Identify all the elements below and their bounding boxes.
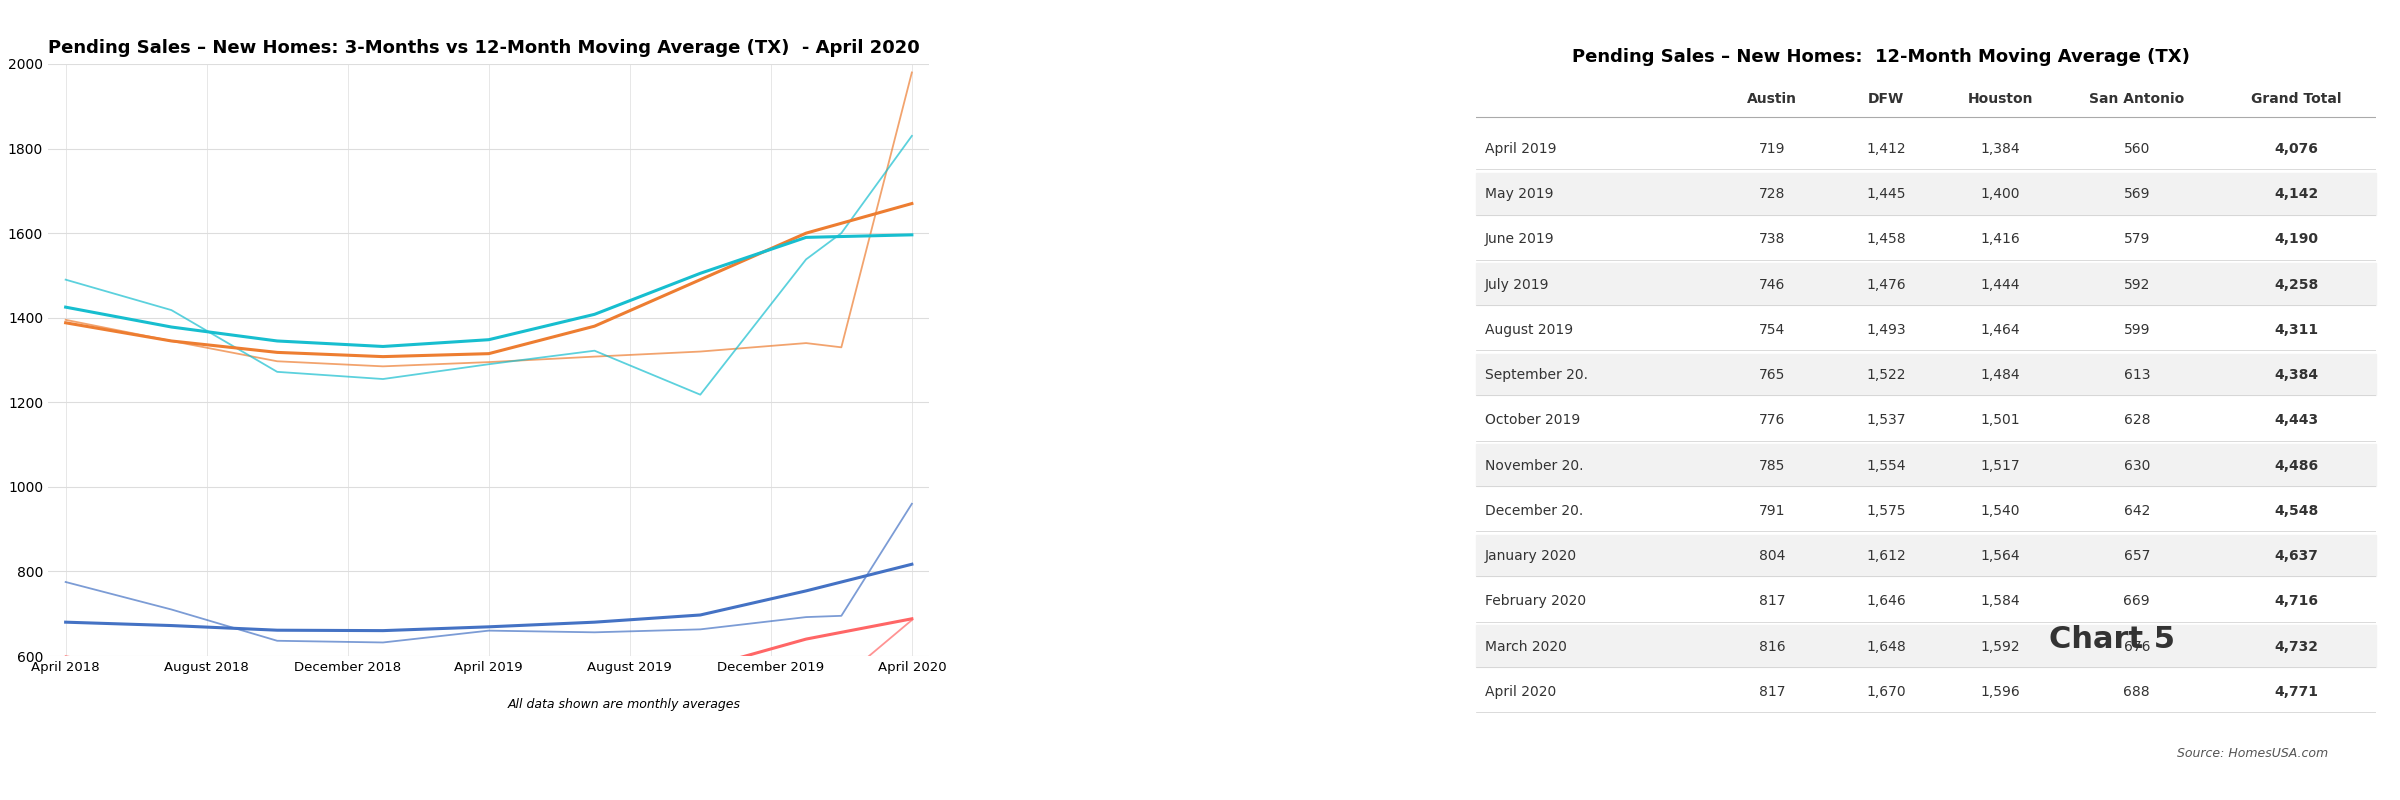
Text: 728: 728	[1759, 187, 1786, 201]
Text: 4,732: 4,732	[2275, 639, 2318, 654]
Text: 1,575: 1,575	[1867, 504, 1906, 518]
Text: May 2019: May 2019	[1486, 187, 1553, 201]
Text: 719: 719	[1759, 142, 1786, 156]
Text: February 2020: February 2020	[1486, 594, 1586, 608]
Text: 592: 592	[2124, 278, 2150, 292]
Text: 4,142: 4,142	[2275, 187, 2318, 201]
Bar	[1476, 626, 2376, 667]
Text: 1,592: 1,592	[1980, 639, 2021, 654]
Text: 1,554: 1,554	[1867, 458, 1906, 473]
Text: 1,493: 1,493	[1867, 323, 1906, 337]
Text: 4,258: 4,258	[2275, 278, 2318, 292]
Text: October 2019: October 2019	[1486, 414, 1579, 427]
Text: 817: 817	[1759, 685, 1786, 699]
Text: San Antonio: San Antonio	[2088, 92, 2184, 106]
Text: 1,612: 1,612	[1867, 549, 1906, 563]
Text: 4,548: 4,548	[2275, 504, 2318, 518]
Text: 1,416: 1,416	[1980, 232, 2021, 246]
Text: 1,670: 1,670	[1867, 685, 1906, 699]
Text: 642: 642	[2124, 504, 2150, 518]
Text: 1,458: 1,458	[1867, 232, 1906, 246]
Text: 569: 569	[2124, 187, 2150, 201]
Text: 579: 579	[2124, 232, 2150, 246]
Text: 816: 816	[1759, 639, 1786, 654]
Text: 1,464: 1,464	[1980, 323, 2021, 337]
Text: All data shown are monthly averages: All data shown are monthly averages	[506, 698, 742, 711]
Text: 754: 754	[1759, 323, 1786, 337]
Text: Source: HomesUSA.com: Source: HomesUSA.com	[2177, 747, 2328, 760]
Text: Pending Sales – New Homes: 3-Months vs 12-Month Moving Average (TX)  - April 202: Pending Sales – New Homes: 3-Months vs 1…	[48, 39, 919, 57]
Text: 1,384: 1,384	[1980, 142, 2021, 156]
Text: 4,637: 4,637	[2275, 549, 2318, 563]
Text: 1,584: 1,584	[1980, 594, 2021, 608]
Text: September 20.: September 20.	[1486, 368, 1589, 382]
Text: 676: 676	[2124, 639, 2150, 654]
Text: 613: 613	[2124, 368, 2150, 382]
Text: 4,443: 4,443	[2275, 414, 2318, 427]
Text: July 2019: July 2019	[1486, 278, 1550, 292]
Text: 1,540: 1,540	[1980, 504, 2021, 518]
Text: April 2020: April 2020	[1486, 685, 1555, 699]
Text: 630: 630	[2124, 458, 2150, 473]
Text: 738: 738	[1759, 232, 1786, 246]
Text: 1,412: 1,412	[1867, 142, 1906, 156]
Text: 785: 785	[1759, 458, 1786, 473]
Text: 776: 776	[1759, 414, 1786, 427]
Text: Grand Total: Grand Total	[2251, 92, 2342, 106]
Text: 1,400: 1,400	[1980, 187, 2021, 201]
Text: August 2019: August 2019	[1486, 323, 1572, 337]
Bar	[1476, 444, 2376, 486]
Text: 1,501: 1,501	[1980, 414, 2021, 427]
Text: 4,716: 4,716	[2275, 594, 2318, 608]
Text: Chart 5: Chart 5	[2050, 626, 2174, 654]
Text: December 20.: December 20.	[1486, 504, 1584, 518]
Text: June 2019: June 2019	[1486, 232, 1555, 246]
Text: 628: 628	[2124, 414, 2150, 427]
Text: April 2019: April 2019	[1486, 142, 1558, 156]
Text: 1,537: 1,537	[1867, 414, 1906, 427]
Text: 817: 817	[1759, 594, 1786, 608]
Text: 765: 765	[1759, 368, 1786, 382]
Text: 1,646: 1,646	[1867, 594, 1906, 608]
Text: 4,384: 4,384	[2275, 368, 2318, 382]
Text: 1,522: 1,522	[1867, 368, 1906, 382]
Text: November 20.: November 20.	[1486, 458, 1584, 473]
Bar	[1476, 173, 2376, 214]
Text: 688: 688	[2124, 685, 2150, 699]
Text: Houston: Houston	[1968, 92, 2033, 106]
Text: 1,564: 1,564	[1980, 549, 2021, 563]
Text: 4,486: 4,486	[2275, 458, 2318, 473]
Text: 1,444: 1,444	[1980, 278, 2021, 292]
Text: 4,076: 4,076	[2275, 142, 2318, 156]
Text: 791: 791	[1759, 504, 1786, 518]
Text: 1,596: 1,596	[1980, 685, 2021, 699]
Bar	[1476, 354, 2376, 395]
Text: 4,311: 4,311	[2275, 323, 2318, 337]
Text: 4,190: 4,190	[2275, 232, 2318, 246]
Text: 804: 804	[1759, 549, 1786, 563]
Text: Pending Sales – New Homes:  12-Month Moving Average (TX): Pending Sales – New Homes: 12-Month Movi…	[1572, 48, 2189, 66]
Text: 1,476: 1,476	[1867, 278, 1906, 292]
Text: 1,484: 1,484	[1980, 368, 2021, 382]
Text: January 2020: January 2020	[1486, 549, 1577, 563]
Text: 1,445: 1,445	[1867, 187, 1906, 201]
Text: 746: 746	[1759, 278, 1786, 292]
Text: 1,517: 1,517	[1980, 458, 2021, 473]
Text: 560: 560	[2124, 142, 2150, 156]
Text: DFW: DFW	[1867, 92, 1903, 106]
Bar	[1476, 263, 2376, 305]
Text: March 2020: March 2020	[1486, 639, 1567, 654]
Text: 1,648: 1,648	[1867, 639, 1906, 654]
Bar	[1476, 535, 2376, 577]
Text: Austin: Austin	[1747, 92, 1798, 106]
Text: 669: 669	[2124, 594, 2150, 608]
Text: 657: 657	[2124, 549, 2150, 563]
Text: 599: 599	[2124, 323, 2150, 337]
Text: 4,771: 4,771	[2275, 685, 2318, 699]
